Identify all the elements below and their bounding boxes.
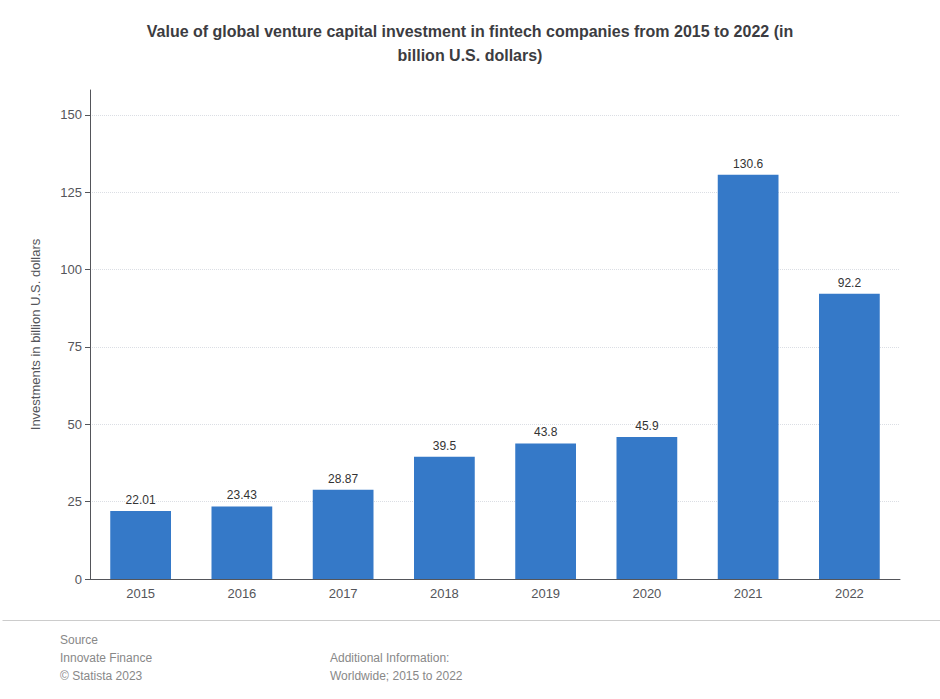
svg-text:43.8: 43.8 [534, 425, 558, 439]
svg-text:28.87: 28.87 [328, 472, 358, 486]
svg-text:23.43: 23.43 [227, 488, 257, 502]
svg-text:2016: 2016 [227, 586, 256, 601]
svg-text:Investments in billion U.S. do: Investments in billion U.S. dollars [28, 238, 43, 430]
svg-text:2018: 2018 [430, 586, 459, 601]
svg-text:92.2: 92.2 [838, 276, 862, 290]
svg-text:2015: 2015 [126, 586, 155, 601]
svg-text:0: 0 [75, 572, 82, 587]
svg-text:Innovate Finance: Innovate Finance [60, 651, 152, 665]
svg-text:2017: 2017 [329, 586, 358, 601]
svg-text:25: 25 [68, 494, 82, 509]
svg-text:2019: 2019 [531, 586, 560, 601]
svg-text:2021: 2021 [734, 586, 763, 601]
svg-text:130.6: 130.6 [733, 157, 763, 171]
svg-text:billion U.S. dollars): billion U.S. dollars) [398, 47, 543, 64]
svg-text:© Statista 2023: © Statista 2023 [60, 669, 143, 683]
svg-text:Source: Source [60, 633, 98, 647]
svg-text:2020: 2020 [632, 586, 661, 601]
svg-text:50: 50 [68, 417, 82, 432]
svg-text:100: 100 [60, 262, 82, 277]
svg-text:Additional Information:: Additional Information: [330, 651, 449, 665]
svg-text:150: 150 [60, 107, 82, 122]
svg-text:Value of global venture capita: Value of global venture capital investme… [147, 23, 793, 40]
svg-text:75: 75 [68, 339, 82, 354]
svg-text:45.9: 45.9 [635, 419, 659, 433]
svg-text:22.01: 22.01 [126, 493, 156, 507]
svg-text:39.5: 39.5 [433, 439, 457, 453]
svg-text:2022: 2022 [835, 586, 864, 601]
svg-text:125: 125 [60, 185, 82, 200]
svg-text:Worldwide; 2015 to 2022: Worldwide; 2015 to 2022 [330, 669, 463, 683]
